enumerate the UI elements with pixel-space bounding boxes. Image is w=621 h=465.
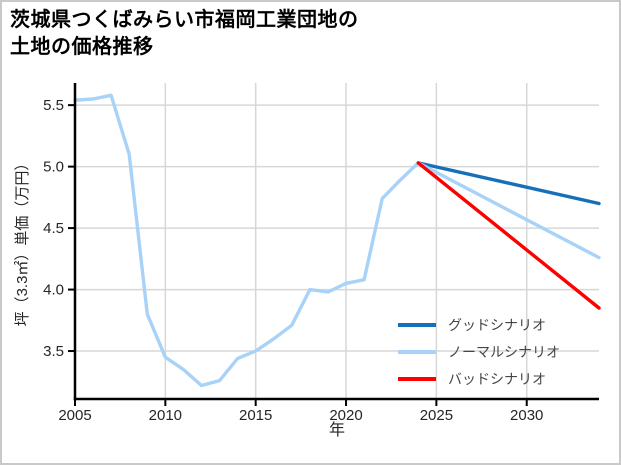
legend-label-normal: ノーマルシナリオ [448,344,560,360]
series-line-normal [416,161,601,260]
legend-label-good: グッドシナリオ [448,317,546,333]
x-tick-label: 2025 [420,407,453,424]
series-line-history [73,93,420,388]
y-tick-label: 3.5 [43,343,64,360]
x-tick-label: 2015 [239,407,272,424]
chart-title-line1: 茨城県つくばみらい市福岡工業団地の [10,9,359,31]
x-axis-label: 年 [329,421,345,439]
chart-title-line2: 土地の価格推移 [10,36,154,58]
x-tick-label: 2005 [58,407,91,424]
y-tick-label: 5.0 [43,159,64,176]
series-line-bad [416,161,601,310]
legend-label-bad: バッドシナリオ [448,371,546,387]
x-tick-label: 2010 [149,407,182,424]
x-tick-label: 2020 [329,407,362,424]
y-tick-label: 5.5 [43,97,64,114]
series-line-good [416,161,601,206]
y-axis-label: 坪（3.3㎡）単価（万円） [14,156,31,327]
y-tick-label: 4.0 [43,282,64,299]
x-tick-label: 2030 [510,407,543,424]
chart-title: 茨城県つくばみらい市福岡工業団地の 土地の価格推移 [10,7,359,61]
y-tick-label: 4.5 [43,220,64,237]
